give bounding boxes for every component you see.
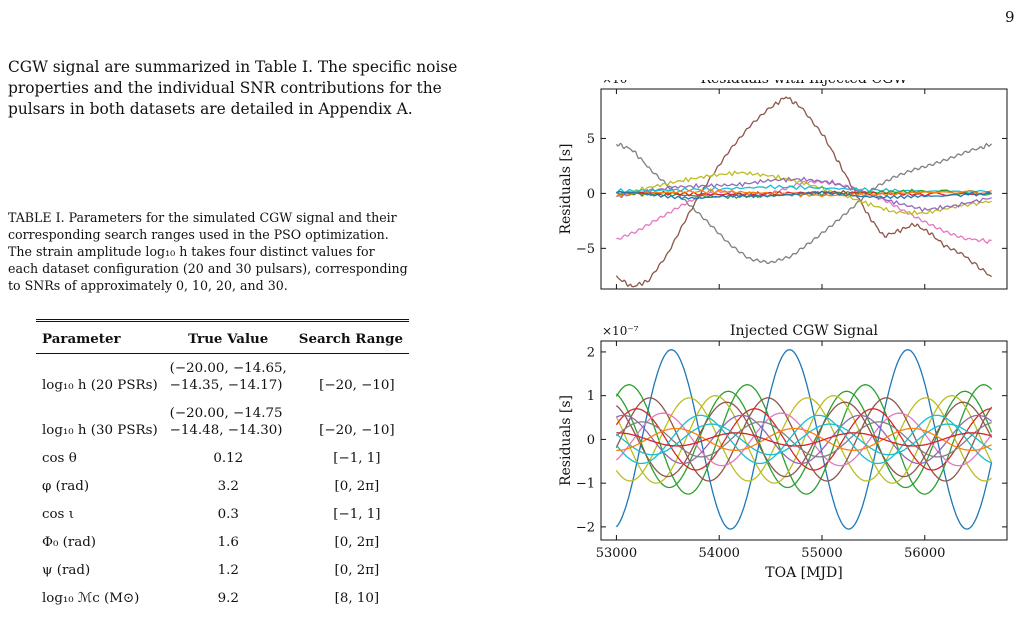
table-header-row: Parameter True Value Search Range <box>36 320 409 354</box>
header-search-range: Search Range <box>292 320 409 354</box>
series-line <box>616 432 992 447</box>
y-tick-label: 1 <box>587 389 595 404</box>
value-cell: (−20.00, −14.75 −14.48, −14.30) <box>164 399 293 444</box>
param-cell: cos ι <box>42 507 74 522</box>
range-cell: [0, 2π] <box>334 535 380 550</box>
value-cell: 1.6 <box>217 535 239 550</box>
caption-line: each dataset configuration (20 and 30 pu… <box>8 261 408 276</box>
param-cell: cos θ <box>42 451 77 466</box>
y-tick-label: 0 <box>587 433 595 448</box>
series-line <box>616 414 993 465</box>
value-cell: 0.3 <box>217 507 239 522</box>
caption-line: TABLE I. Parameters for the simulated CG… <box>8 210 397 225</box>
range-cell: [−1, 1] <box>333 507 381 522</box>
value-cell: 9.2 <box>217 591 239 606</box>
chart-title: Residuals with Injected CGW <box>700 80 908 87</box>
value-line: −14.48, −14.30) <box>169 423 283 438</box>
value-line: (−20.00, −14.75 <box>169 406 283 421</box>
series-line <box>615 349 993 530</box>
range-cell: [0, 2π] <box>334 479 380 494</box>
scale-label: ×10⁻⁶ <box>602 80 639 86</box>
range-cell: [0, 2π] <box>334 563 380 578</box>
table-row: Φ₀ (rad) 1.6 [0, 2π] <box>36 528 409 556</box>
table-row: log₁₀ ℳc (M⊙) 9.2 [8, 10] <box>36 584 409 612</box>
x-axis-label: TOA [MJD] <box>765 565 842 581</box>
table-row: log₁₀ h (20 PSRs) (−20.00, −14.65, −14.3… <box>36 354 409 400</box>
paragraph-line: pulsars in both datasets are detailed in… <box>8 100 413 118</box>
table-row: cos ι 0.3 [−1, 1] <box>36 500 409 528</box>
body-paragraph: CGW signal are summarized in Table I. Th… <box>8 57 513 120</box>
y-tick-label: 0 <box>587 187 595 202</box>
y-axis-label: Residuals [s] <box>558 143 574 234</box>
series-line <box>615 414 992 465</box>
range-cell: [−20, −10] <box>319 378 395 393</box>
param-cell: log₁₀ h (30 PSRs) <box>42 423 158 438</box>
table-row: cos θ 0.12 [−1, 1] <box>36 444 409 472</box>
table-caption: TABLE I. Parameters for the simulated CG… <box>8 209 513 294</box>
series-line <box>615 188 992 198</box>
y-axis-label: Residuals [s] <box>558 395 574 486</box>
value-line: −14.35, −14.17) <box>169 378 283 393</box>
paragraph-line: CGW signal are summarized in Table I. Th… <box>8 58 458 76</box>
chart-title: Injected CGW Signal <box>730 323 878 339</box>
plot-area <box>615 96 993 288</box>
series-line <box>615 401 993 478</box>
table-row: log₁₀ h (30 PSRs) (−20.00, −14.75 −14.48… <box>36 399 409 444</box>
param-cell: Φ₀ (rad) <box>42 535 97 550</box>
series-line <box>615 423 992 456</box>
x-tick-label: 53000 <box>596 546 637 561</box>
plot-area <box>615 349 993 530</box>
y-tick-label: 5 <box>587 132 595 147</box>
series-line <box>616 190 992 200</box>
series-line <box>615 395 993 484</box>
series-line <box>615 96 992 288</box>
series-line <box>615 397 993 482</box>
scale-label: ×10⁻⁷ <box>602 324 639 338</box>
value-cell: 1.2 <box>217 563 239 578</box>
axes-frame <box>600 88 1008 290</box>
axes-frame <box>600 340 1008 541</box>
y-tick-label: 2 <box>587 345 595 360</box>
series-line <box>615 184 992 195</box>
x-tick-label: 55000 <box>801 546 842 561</box>
y-tick-label: −1 <box>576 477 595 492</box>
series-line <box>616 427 992 451</box>
param-cell: log₁₀ h (20 PSRs) <box>42 378 158 393</box>
value-cell: 0.12 <box>213 451 244 466</box>
y-tick-label: −5 <box>576 242 595 257</box>
y-tick-label: −2 <box>576 520 595 535</box>
series-line <box>615 408 992 471</box>
x-tick-label: 56000 <box>904 546 945 561</box>
series-line <box>615 142 993 265</box>
value-cell: (−20.00, −14.65, −14.35, −14.17) <box>164 354 293 400</box>
figure-two-panels: −5 0 5 Residuals with Injected CGW ×10⁻⁶ Resi… <box>558 80 1008 581</box>
range-cell: [−1, 1] <box>333 451 381 466</box>
table-row: ψ (rad) 1.2 [0, 2π] <box>36 556 409 584</box>
series-line <box>615 397 993 482</box>
range-cell: [8, 10] <box>334 591 380 606</box>
param-cell: φ (rad) <box>42 479 90 494</box>
caption-line: The strain amplitude log₁₀ h takes four … <box>8 244 375 259</box>
param-cell: ψ (rad) <box>42 563 91 578</box>
series-line <box>615 384 993 495</box>
series-line <box>616 179 992 244</box>
header-parameter: Parameter <box>36 320 164 354</box>
parameters-table: Parameter True Value Search Range log₁₀ … <box>36 319 409 612</box>
series-line <box>616 170 992 216</box>
param-cell: log₁₀ ℳc (M⊙) <box>42 591 140 606</box>
paragraph-line: properties and the individual SNR contri… <box>8 79 442 97</box>
table-row: φ (rad) 3.2 [0, 2π] <box>36 472 409 500</box>
page-number: 9 <box>1005 8 1015 26</box>
series-line <box>616 176 992 213</box>
caption-line: corresponding search ranges used in the … <box>8 227 389 242</box>
value-cell: 3.2 <box>217 479 239 494</box>
value-line: (−20.00, −14.65, <box>169 361 287 376</box>
x-tick-label: 54000 <box>699 546 740 561</box>
caption-line: to SNRs of approximately 0, 10, 20, and … <box>8 278 288 293</box>
header-true-value: True Value <box>163 320 293 354</box>
range-cell: [−20, −10] <box>319 423 395 438</box>
